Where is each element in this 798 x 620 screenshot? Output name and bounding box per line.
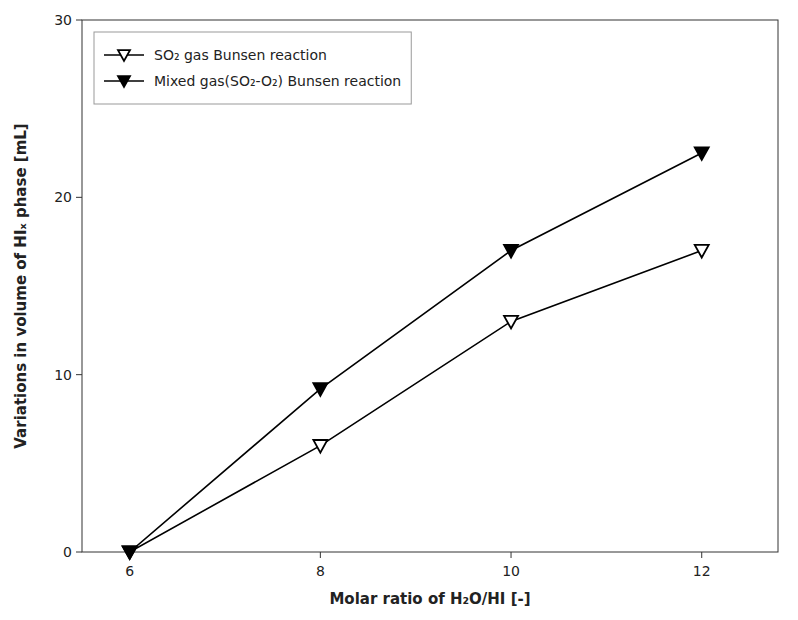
y-tick	[76, 374, 82, 375]
legend-marker	[118, 76, 130, 87]
plot-frame	[82, 20, 778, 552]
legend-label: SO₂ gas Bunsen reaction	[154, 47, 327, 63]
y-tick	[76, 552, 82, 553]
y-tick	[76, 20, 82, 21]
x-tick-label: 6	[125, 563, 134, 579]
data-point	[695, 245, 709, 258]
y-tick-label: 20	[54, 189, 72, 205]
y-tick-label: 0	[63, 544, 72, 560]
data-point	[504, 245, 518, 258]
data-point	[123, 546, 137, 559]
x-tick	[701, 552, 702, 558]
legend-box	[94, 32, 411, 104]
y-tick	[76, 197, 82, 198]
x-axis-label: Molar ratio of H₂O/HI [-]	[329, 590, 530, 608]
x-tick-label: 8	[316, 563, 325, 579]
background	[0, 0, 798, 620]
y-tick-label: 10	[54, 367, 72, 383]
data-point	[504, 316, 518, 329]
series-line	[130, 153, 702, 552]
x-tick	[320, 552, 321, 558]
x-tick-label: 12	[693, 563, 711, 579]
data-point	[313, 440, 327, 453]
y-tick-label: 30	[54, 12, 72, 28]
data-point	[695, 147, 709, 160]
legend: SO₂ gas Bunsen reaction Mixed gas(SO₂-O₂)…	[94, 32, 411, 104]
legend-label: Mixed gas(SO₂-O₂) Bunsen reaction	[154, 73, 401, 89]
lines	[130, 153, 702, 552]
markers	[123, 147, 709, 559]
x-tick-label: 10	[502, 563, 520, 579]
data-point	[123, 546, 137, 559]
x-tick	[511, 552, 512, 558]
legend-marker	[118, 50, 130, 61]
chart: 6 8 10 12 0 10 20 30 Molar ratio of H₂O/HI [-] Va…	[0, 0, 798, 620]
series-line	[130, 251, 702, 552]
y-axis-label: Variations in volume of HIₓ phase [mL]	[12, 123, 30, 448]
data-point	[313, 383, 327, 396]
